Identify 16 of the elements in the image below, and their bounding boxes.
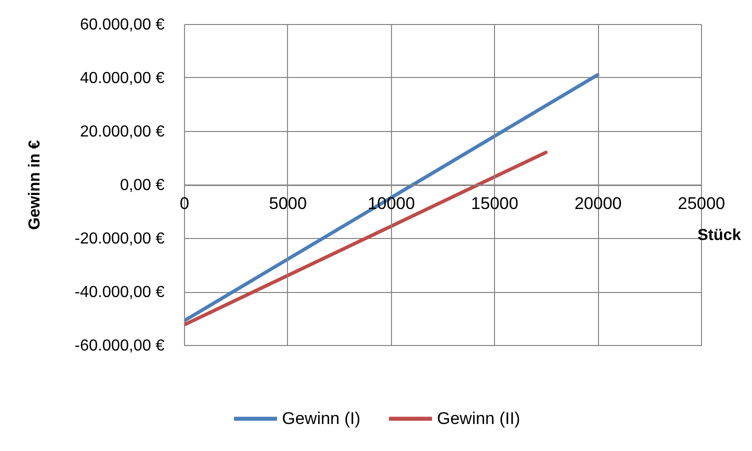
y-tick-label: 20.000,00 € xyxy=(80,124,165,140)
y-tick-label: 40.000,00 € xyxy=(80,70,165,87)
y-tick-label: 0,00 € xyxy=(120,177,165,194)
x-tick-label: 20000 xyxy=(574,194,622,213)
y-tick-label: 60.000,00 € xyxy=(80,16,165,34)
x-tick-label: 5000 xyxy=(268,194,307,213)
y-tick-label: -60.000,00 € xyxy=(74,338,165,354)
legend-label: Gewinn (I) xyxy=(282,408,360,428)
x-tick-label: 25000 xyxy=(678,194,726,213)
x-tick-label: 15000 xyxy=(471,194,518,213)
y-tick-label: -20.000,00 € xyxy=(74,230,165,248)
legend-label: Gewinn (II) xyxy=(437,408,520,428)
y-axis-title: Gewinn in € xyxy=(26,140,44,230)
x-tick-label: 0 xyxy=(180,194,190,213)
x-axis-title: Stück xyxy=(698,227,742,244)
y-tick-label: -40.000,00 € xyxy=(74,284,165,301)
